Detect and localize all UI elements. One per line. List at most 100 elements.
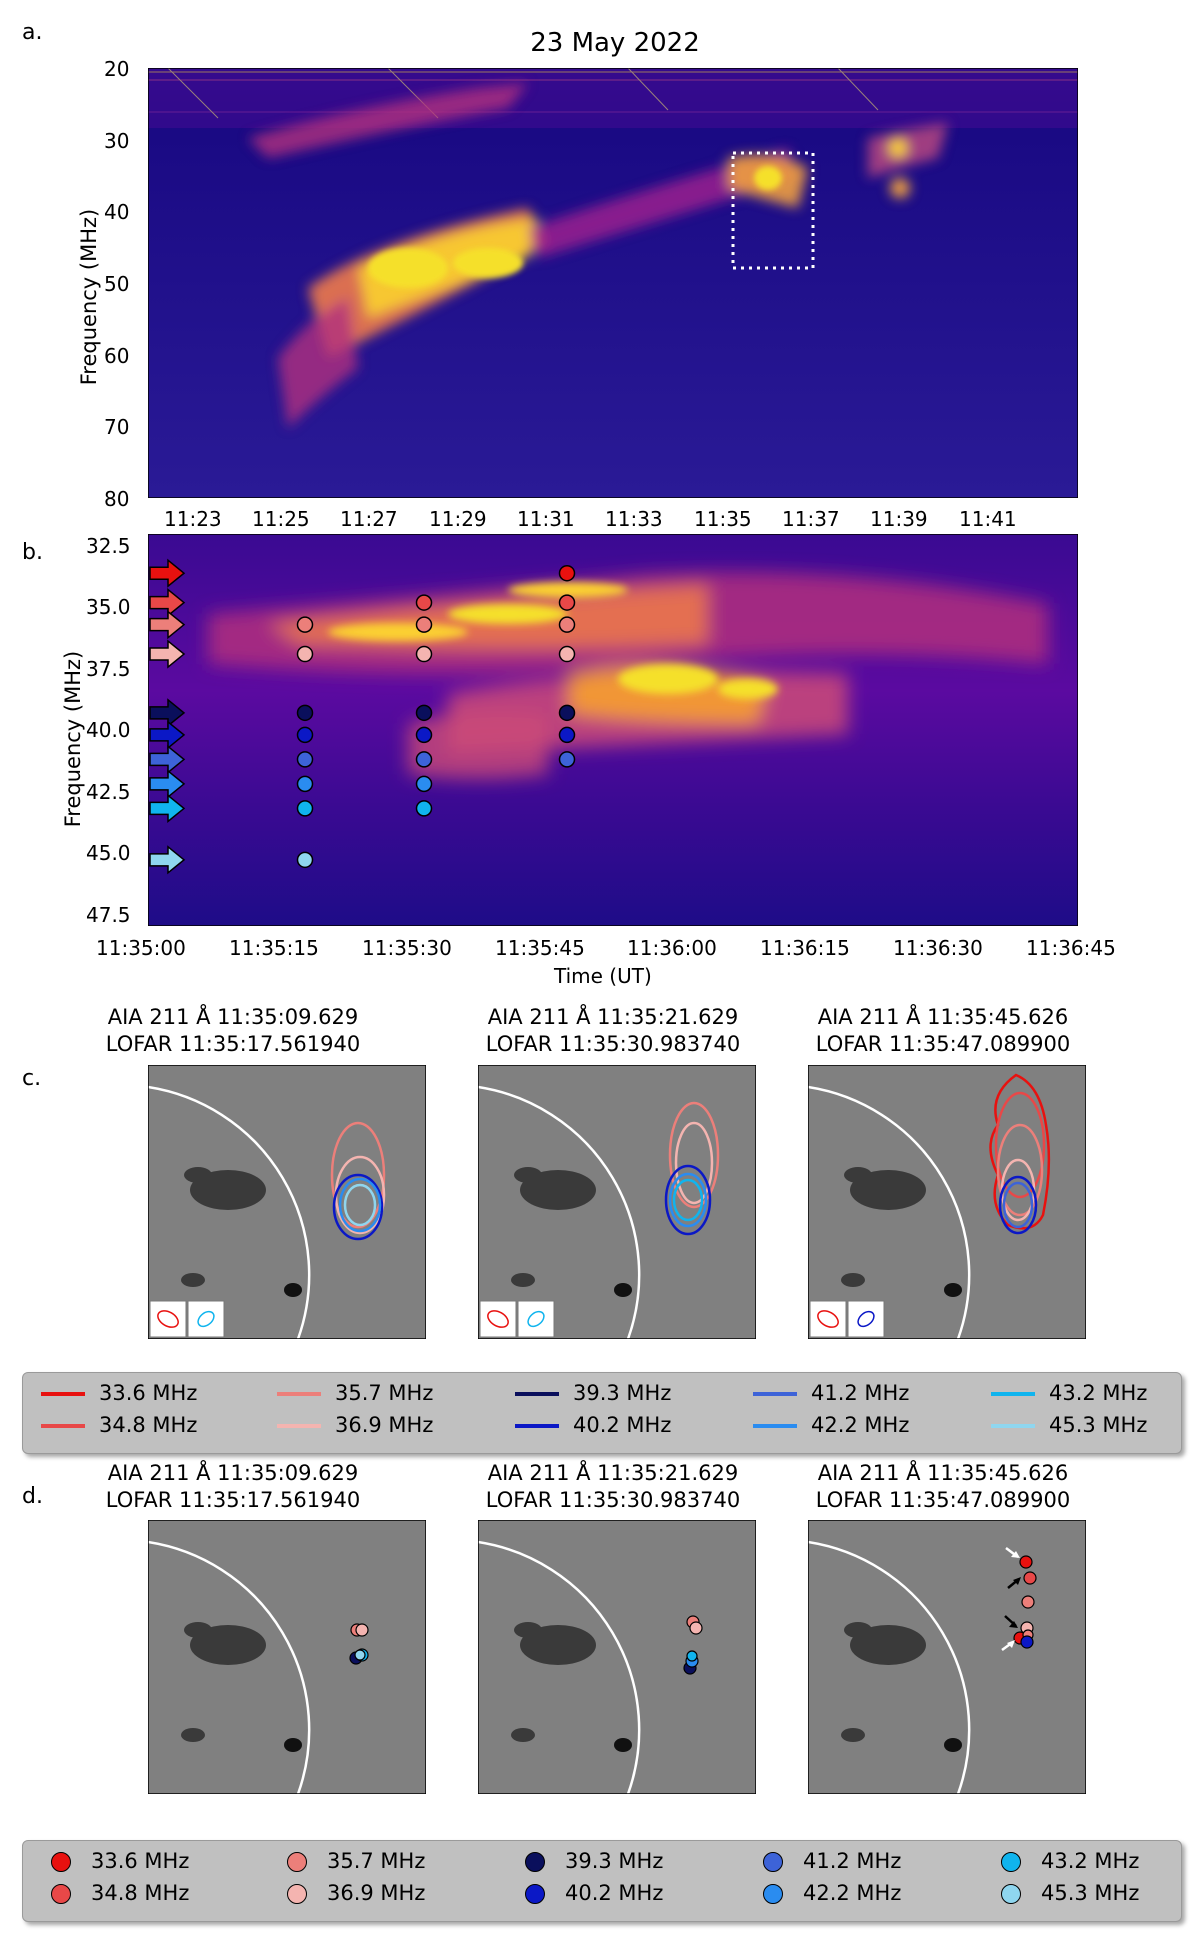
panel-a-xtick: 11:37 — [782, 507, 840, 531]
legend-marker-swatch — [1001, 1884, 1021, 1904]
frequency-dot — [415, 645, 433, 663]
frequency-arrow — [149, 793, 186, 823]
frequency-dot — [415, 751, 433, 768]
panel-label-c: c. — [22, 1066, 42, 1091]
panel-a-ytick: 60 — [104, 344, 130, 368]
panel-label-d: d. — [22, 1484, 43, 1509]
legend-label: 34.8 MHz — [99, 1413, 198, 1437]
frequency-dot — [296, 645, 314, 663]
panel-b-ylabel: Frequency (MHz) — [61, 650, 85, 828]
legend-entry: 39.3 MHz — [515, 1849, 663, 1873]
panel-a-ytick: 50 — [104, 272, 130, 296]
panel-c-image-2 — [478, 1065, 756, 1339]
legend-lines: 33.6 MHz 34.8 MHz 35.7 MHz 36.9 MHz 39.3 MHz… — [22, 1372, 1182, 1454]
legend-entry: 34.8 MHz — [41, 1881, 189, 1905]
legend-marker-swatch — [525, 1884, 545, 1904]
panel-a-xtick: 11:25 — [252, 507, 310, 531]
panel-b-dynamic-spectrum — [148, 534, 1078, 926]
panel-a-xtick: 11:33 — [605, 507, 663, 531]
frequency-dot — [415, 704, 433, 722]
frequency-dots — [296, 564, 576, 869]
legend-label: 43.2 MHz — [1049, 1381, 1148, 1405]
panel-d-image-3 — [808, 1520, 1086, 1794]
legend-marker-swatch — [763, 1852, 783, 1872]
panel-b-ytick: 37.5 — [86, 657, 131, 681]
frequency-dot — [558, 751, 576, 768]
legend-marker-swatch — [287, 1884, 307, 1904]
legend-label: 43.2 MHz — [1041, 1849, 1140, 1873]
legend-line-swatch — [753, 1392, 797, 1396]
legend-label: 36.9 MHz — [335, 1413, 434, 1437]
frequency-arrow — [149, 769, 186, 799]
legend-entry: 34.8 MHz — [41, 1413, 197, 1437]
frequency-arrow — [149, 610, 186, 640]
legend-label: 45.3 MHz — [1049, 1413, 1148, 1437]
legend-label: 39.3 MHz — [573, 1381, 672, 1405]
legend-entry: 33.6 MHz — [41, 1849, 189, 1873]
panel-b-ytick: 32.5 — [86, 534, 131, 558]
legend-line-swatch — [41, 1392, 85, 1396]
panel-a-xtick: 11:41 — [959, 507, 1017, 531]
panel-c-image-3 — [808, 1065, 1086, 1339]
panel-label-a: a. — [22, 20, 43, 45]
legend-label: 41.2 MHz — [811, 1381, 910, 1405]
legend-entry: 42.2 MHz — [753, 1881, 901, 1905]
panel-b-xtick: 11:36:30 — [893, 936, 983, 960]
panel-b-xtick: 11:35:45 — [495, 936, 585, 960]
legend-marker-swatch — [525, 1852, 545, 1872]
panel-a-ytick: 30 — [104, 129, 130, 153]
legend-entry: 42.2 MHz — [753, 1413, 909, 1437]
legend-entry: 40.2 MHz — [515, 1881, 663, 1905]
legend-label: 42.2 MHz — [803, 1881, 902, 1905]
panel-a-title: 23 May 2022 — [530, 28, 700, 58]
panel-a-ytick: 70 — [104, 415, 130, 439]
legend-label: 42.2 MHz — [811, 1413, 910, 1437]
frequency-dot — [558, 616, 576, 633]
legend-markers: 33.6 MHz 34.8 MHz 35.7 MHz 36.9 MHz 39.3 MHz… — [22, 1840, 1182, 1922]
frequency-dot — [296, 751, 314, 768]
frequency-dot — [296, 851, 314, 869]
panel-c-image-1 — [148, 1065, 426, 1339]
frequency-dot — [415, 594, 433, 611]
panel-d-title-2: AIA 211 Å 11:35:21.629 LOFAR 11:35:30.983… — [485, 1461, 741, 1512]
legend-line-swatch — [991, 1392, 1035, 1396]
panel-a-xtick: 11:29 — [429, 507, 487, 531]
legend-entry: 35.7 MHz — [277, 1381, 433, 1405]
frequency-dot — [296, 800, 314, 817]
panel-a-ytick: 40 — [104, 200, 130, 224]
legend-entry: 40.2 MHz — [515, 1413, 671, 1437]
panel-a-ylabel: Frequency (MHz) — [77, 208, 101, 386]
panel-a-xtick: 11:27 — [340, 507, 398, 531]
legend-entry: 36.9 MHz — [277, 1413, 433, 1437]
legend-label: 33.6 MHz — [99, 1381, 198, 1405]
frequency-arrow — [149, 588, 186, 618]
frequency-arrow — [149, 558, 186, 588]
panel-a-xtick: 11:39 — [870, 507, 928, 531]
legend-line-swatch — [277, 1424, 321, 1428]
legend-label: 45.3 MHz — [1041, 1881, 1140, 1905]
frequency-dot — [296, 726, 314, 744]
panel-c-title-1: AIA 211 Å 11:35:09.629 LOFAR 11:35:17.561… — [105, 1005, 361, 1056]
frequency-dot — [558, 726, 576, 744]
legend-marker-swatch — [51, 1884, 71, 1904]
legend-entry: 36.9 MHz — [277, 1881, 425, 1905]
legend-entry: 35.7 MHz — [277, 1849, 425, 1873]
panel-a-ytick: 20 — [104, 57, 130, 81]
panel-a-xtick: 11:23 — [164, 507, 222, 531]
legend-marker-swatch — [763, 1884, 783, 1904]
legend-label: 35.7 MHz — [327, 1849, 426, 1873]
legend-label: 39.3 MHz — [565, 1849, 664, 1873]
panel-b-ytick: 35.0 — [86, 595, 131, 619]
panel-c-title-2: AIA 211 Å 11:35:21.629 LOFAR 11:35:30.983… — [485, 1005, 741, 1056]
panel-d-title-3: AIA 211 Å 11:35:45.626 LOFAR 11:35:47.089… — [815, 1461, 1071, 1512]
panel-d-title-1: AIA 211 Å 11:35:09.629 LOFAR 11:35:17.561… — [105, 1461, 361, 1512]
legend-entry: 45.3 MHz — [991, 1413, 1147, 1437]
panel-b-ytick: 45.0 — [86, 841, 131, 865]
panel-b-xtick: 11:35:00 — [96, 936, 186, 960]
panel-c-title-3: AIA 211 Å 11:35:45.626 LOFAR 11:35:47.089… — [815, 1005, 1071, 1056]
frequency-dot — [296, 775, 314, 793]
legend-entry: 45.3 MHz — [991, 1881, 1139, 1905]
legend-entry: 43.2 MHz — [991, 1849, 1139, 1873]
legend-entry: 41.2 MHz — [753, 1381, 909, 1405]
panel-label-b: b. — [22, 540, 43, 565]
